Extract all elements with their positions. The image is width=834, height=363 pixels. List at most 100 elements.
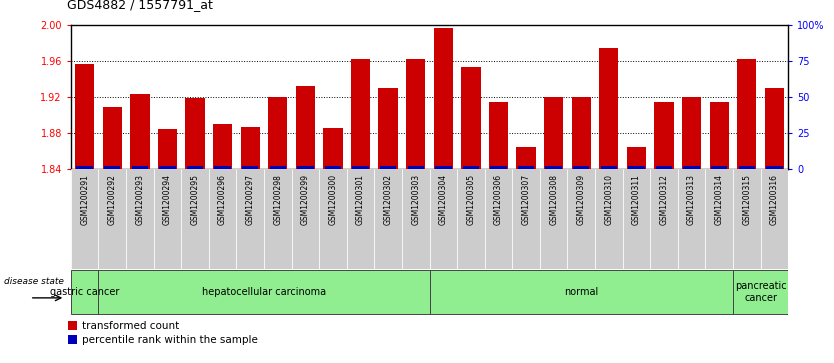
- Text: GSM1200296: GSM1200296: [219, 174, 227, 225]
- Text: GSM1200310: GSM1200310: [605, 174, 613, 225]
- Bar: [402, 169, 430, 269]
- Text: GSM1200309: GSM1200309: [577, 174, 585, 225]
- Bar: [214, 166, 231, 169]
- Text: GSM1200294: GSM1200294: [163, 174, 172, 225]
- Bar: [181, 169, 208, 269]
- Bar: [297, 166, 314, 169]
- Text: GSM1200312: GSM1200312: [660, 174, 669, 225]
- Bar: [651, 169, 678, 269]
- Text: GSM1200316: GSM1200316: [770, 174, 779, 225]
- Bar: [187, 166, 203, 169]
- Bar: [435, 166, 451, 169]
- Text: GSM1200299: GSM1200299: [301, 174, 310, 225]
- Text: GSM1200297: GSM1200297: [246, 174, 254, 225]
- Bar: [739, 166, 755, 169]
- Bar: [408, 166, 424, 169]
- Bar: [711, 166, 727, 169]
- FancyBboxPatch shape: [430, 270, 733, 314]
- Bar: [434, 28, 453, 169]
- Bar: [512, 169, 540, 269]
- Text: GSM1200300: GSM1200300: [329, 174, 338, 225]
- Bar: [540, 169, 567, 269]
- Bar: [351, 58, 370, 169]
- Bar: [132, 166, 148, 169]
- Bar: [485, 169, 512, 269]
- Bar: [544, 97, 563, 169]
- Bar: [126, 169, 153, 269]
- Bar: [75, 64, 94, 169]
- Text: GSM1200292: GSM1200292: [108, 174, 117, 225]
- Bar: [595, 169, 623, 269]
- Bar: [213, 124, 232, 169]
- Text: GSM1200315: GSM1200315: [742, 174, 751, 225]
- Text: GSM1200308: GSM1200308: [549, 174, 558, 225]
- Bar: [545, 166, 562, 169]
- Text: GSM1200304: GSM1200304: [439, 174, 448, 225]
- Bar: [655, 102, 674, 169]
- FancyBboxPatch shape: [733, 270, 788, 314]
- Bar: [516, 147, 535, 169]
- Text: GSM1200311: GSM1200311: [632, 174, 641, 225]
- Bar: [490, 166, 507, 169]
- Text: disease state: disease state: [3, 277, 63, 286]
- Bar: [159, 166, 176, 169]
- Bar: [573, 166, 590, 169]
- Bar: [766, 166, 782, 169]
- Bar: [623, 169, 651, 269]
- Bar: [269, 166, 286, 169]
- Bar: [761, 169, 788, 269]
- Legend: transformed count, percentile rank within the sample: transformed count, percentile rank withi…: [68, 321, 259, 345]
- Text: pancreatic
cancer: pancreatic cancer: [735, 281, 786, 303]
- Bar: [406, 58, 425, 169]
- Bar: [98, 169, 126, 269]
- Bar: [380, 166, 396, 169]
- Bar: [77, 166, 93, 169]
- Bar: [296, 86, 315, 169]
- Bar: [158, 129, 177, 169]
- FancyBboxPatch shape: [71, 270, 98, 314]
- Bar: [737, 58, 756, 169]
- Bar: [765, 88, 784, 169]
- Bar: [627, 147, 646, 169]
- Bar: [706, 169, 733, 269]
- Bar: [269, 97, 288, 169]
- Text: normal: normal: [564, 287, 598, 297]
- Bar: [153, 169, 181, 269]
- Bar: [374, 169, 402, 269]
- Text: hepatocellular carcinoma: hepatocellular carcinoma: [202, 287, 326, 297]
- Bar: [104, 166, 120, 169]
- Text: GSM1200314: GSM1200314: [715, 174, 724, 225]
- Bar: [733, 169, 761, 269]
- Bar: [489, 102, 508, 169]
- Bar: [324, 127, 343, 169]
- Bar: [236, 169, 264, 269]
- Bar: [710, 102, 729, 169]
- Bar: [208, 169, 236, 269]
- Bar: [628, 166, 645, 169]
- Text: GSM1200302: GSM1200302: [384, 174, 393, 225]
- Bar: [683, 166, 700, 169]
- Bar: [242, 166, 259, 169]
- Bar: [292, 169, 319, 269]
- Bar: [240, 127, 260, 169]
- FancyBboxPatch shape: [98, 270, 430, 314]
- Text: GSM1200313: GSM1200313: [687, 174, 696, 225]
- Bar: [457, 169, 485, 269]
- Bar: [103, 107, 122, 169]
- Bar: [264, 169, 292, 269]
- Bar: [324, 166, 341, 169]
- Bar: [599, 48, 619, 169]
- Text: GSM1200301: GSM1200301: [356, 174, 365, 225]
- Bar: [567, 169, 595, 269]
- Text: GSM1200293: GSM1200293: [135, 174, 144, 225]
- Bar: [430, 169, 457, 269]
- Text: GSM1200305: GSM1200305: [466, 174, 475, 225]
- Text: GSM1200303: GSM1200303: [411, 174, 420, 225]
- Text: GSM1200307: GSM1200307: [521, 174, 530, 225]
- Bar: [463, 166, 479, 169]
- Text: GDS4882 / 1557791_at: GDS4882 / 1557791_at: [67, 0, 213, 11]
- Text: GSM1200295: GSM1200295: [190, 174, 199, 225]
- Bar: [379, 88, 398, 169]
- Bar: [71, 169, 98, 269]
- Bar: [682, 97, 701, 169]
